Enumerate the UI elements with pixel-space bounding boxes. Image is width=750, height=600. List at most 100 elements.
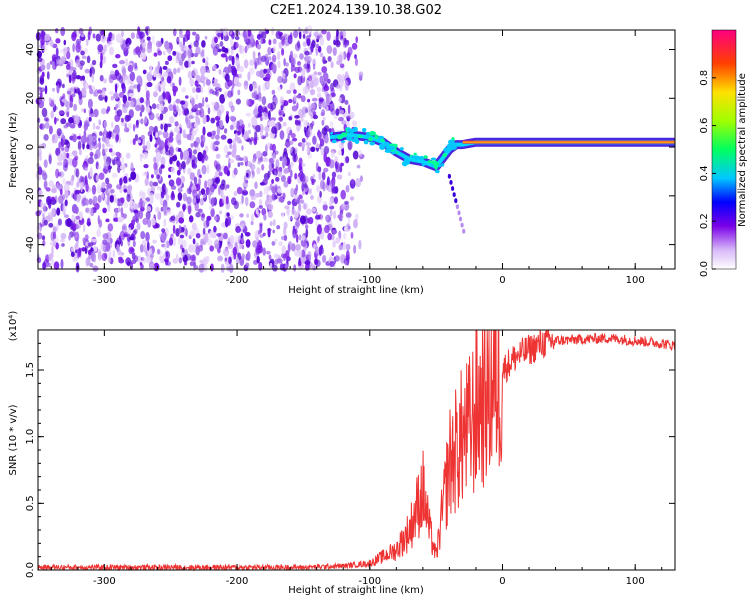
noise-speckle: [273, 150, 279, 155]
noise-speckle: [50, 258, 54, 266]
noise-speckle: [336, 74, 343, 81]
noise-speckle: [282, 156, 287, 167]
noise-speckle: [55, 242, 59, 250]
noise-speckle: [95, 149, 101, 159]
noise-speckle: [221, 46, 226, 53]
noise-speckle: [182, 239, 187, 249]
noise-speckle: [215, 177, 220, 184]
noise-speckle: [187, 48, 192, 59]
noise-speckle: [308, 102, 311, 109]
x-tick-label: -200: [226, 576, 249, 587]
noise-speckle: [177, 52, 182, 62]
noise-speckle: [297, 61, 301, 66]
noise-speckle: [265, 29, 270, 35]
noise-speckle: [39, 123, 45, 130]
noise-speckle: [257, 244, 263, 254]
noise-speckle: [102, 233, 109, 240]
noise-speckle: [216, 109, 222, 118]
noise-speckle: [281, 35, 286, 46]
noise-speckle: [97, 164, 102, 170]
noise-speckle: [337, 149, 342, 156]
noise-speckle: [271, 241, 276, 246]
noise-speckle: [97, 89, 103, 94]
noise-speckle: [250, 195, 257, 201]
noise-speckle: [48, 154, 52, 165]
signal-blob: [369, 131, 376, 136]
noise-speckle: [187, 205, 192, 215]
noise-speckle: [173, 89, 177, 97]
noise-speckle: [64, 189, 69, 199]
noise-speckle: [186, 187, 192, 194]
noise-speckle: [229, 143, 233, 149]
noise-speckle: [160, 74, 165, 84]
noise-speckle: [63, 183, 70, 193]
noise-speckle: [172, 104, 177, 113]
noise-speckle: [182, 108, 186, 116]
colorbar-label: Normalized spectral amplitude: [737, 73, 748, 227]
noise-speckle: [142, 139, 145, 147]
noise-speckle: [316, 92, 322, 98]
noise-speckle: [330, 61, 334, 69]
y-tick-label: 20: [25, 92, 36, 105]
noise-speckle: [153, 156, 157, 163]
noise-speckle: [155, 206, 160, 213]
noise-speckle: [293, 53, 298, 59]
noise-speckle: [62, 204, 67, 213]
noise-speckle: [343, 225, 348, 232]
noise-speckle: [122, 104, 128, 114]
noise-speckle: [61, 243, 65, 247]
noise-speckle: [227, 90, 233, 98]
noise-speckle: [317, 166, 322, 173]
noise-speckle: [334, 196, 338, 205]
noise-speckle: [195, 93, 199, 101]
snr-ylabel: SNR (10 * v/v): [8, 404, 19, 475]
noise-speckle: [226, 184, 230, 189]
noise-speckle: [121, 223, 128, 234]
noise-speckle: [344, 200, 349, 205]
noise-speckle: [192, 87, 196, 94]
noise-speckle: [223, 128, 228, 134]
noise-speckle: [339, 165, 343, 173]
noise-speckle: [188, 115, 195, 120]
signal-tail: [455, 204, 459, 210]
noise-speckle: [110, 75, 113, 80]
noise-speckle: [206, 132, 213, 137]
noise-speckle: [312, 63, 316, 70]
noise-speckle: [66, 90, 71, 95]
signal-blob: [378, 135, 385, 140]
noise-speckle: [60, 118, 67, 125]
noise-speckle: [193, 156, 198, 165]
noise-speckle: [44, 122, 50, 129]
noise-speckle: [76, 38, 81, 45]
noise-speckle: [178, 162, 183, 172]
noise-speckle: [283, 168, 290, 174]
noise-speckle: [301, 182, 305, 192]
noise-speckle: [343, 257, 350, 266]
signal-blob: [413, 152, 417, 156]
noise-speckle: [281, 245, 286, 255]
noise-speckle: [44, 33, 51, 42]
noise-speckle: [41, 44, 48, 52]
noise-speckle: [177, 192, 183, 201]
noise-speckle: [158, 103, 164, 112]
noise-speckle: [328, 94, 332, 102]
noise-speckle: [210, 117, 216, 124]
noise-speckle: [227, 243, 234, 250]
noise-speckle: [338, 244, 343, 251]
noise-speckle: [291, 243, 296, 252]
noise-speckle: [324, 224, 330, 234]
noise-speckle: [172, 224, 176, 234]
noise-speckle: [224, 91, 227, 100]
noise-speckle: [256, 255, 260, 264]
noise-speckle: [285, 62, 289, 67]
noise-speckle: [250, 221, 254, 226]
noise-speckle: [306, 129, 309, 140]
x-tick-label: 0: [499, 275, 505, 286]
noise-speckle: [140, 134, 145, 140]
noise-speckle: [114, 207, 118, 218]
noise-speckle: [132, 230, 137, 236]
noise-speckle: [110, 150, 116, 157]
noise-speckle: [142, 69, 147, 75]
noise-speckle: [220, 263, 225, 273]
noise-speckle: [136, 75, 143, 84]
